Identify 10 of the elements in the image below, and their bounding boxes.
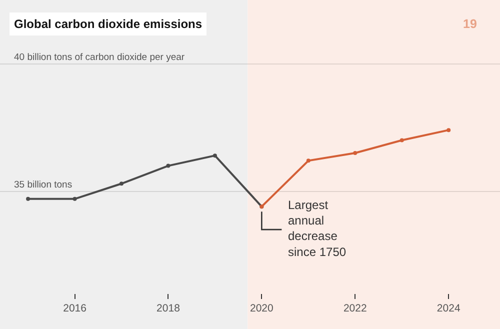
text: Global carbon dioxide emissions — [14, 17, 202, 31]
y-tick-label: 35 billion tons — [14, 180, 72, 191]
x-tick-label: 2020 — [250, 302, 274, 314]
x-tick-label: 2018 — [156, 302, 180, 314]
annotation: 19 — [463, 17, 477, 31]
x-tick-label: 2024 — [436, 302, 460, 314]
x-tick-label: 2022 — [343, 302, 367, 314]
y-tick-label: 40 billion tons of carbon dioxide per year — [14, 52, 185, 64]
x-tick-label: 2016 — [63, 302, 87, 314]
annotation: Largest annual decrease since 1750 — [288, 198, 346, 259]
